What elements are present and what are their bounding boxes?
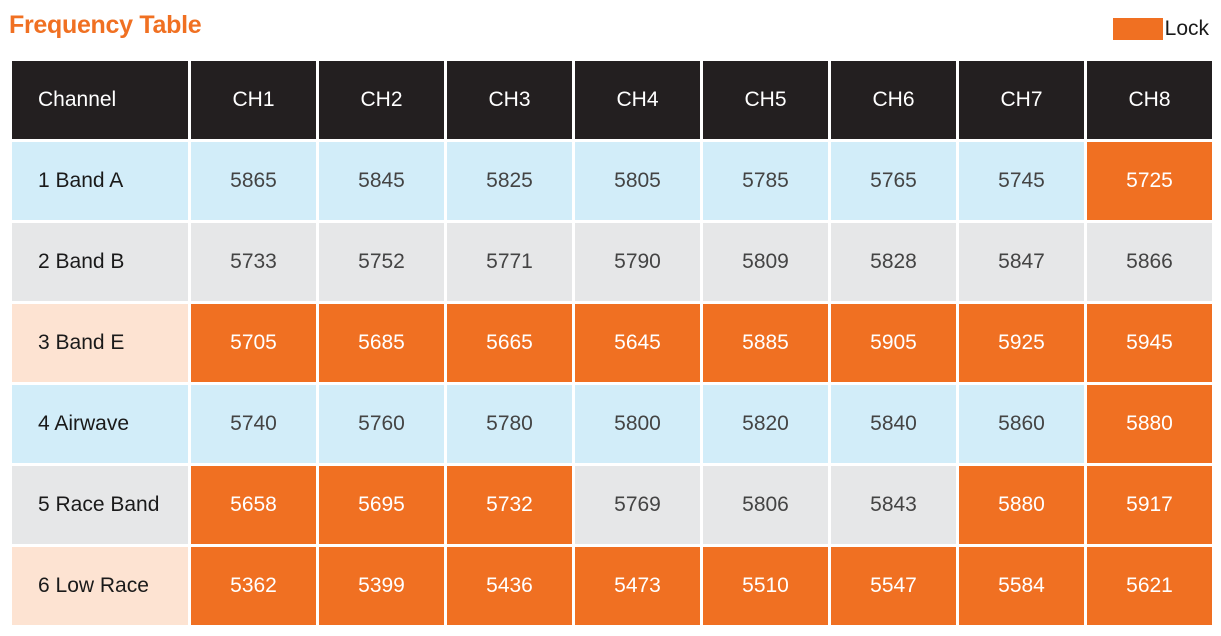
- locked-frequency-cell: 5695: [319, 466, 444, 544]
- table-body: 1 Band A 5865 5845 5825 5805 5785 5765 5745 5725…: [12, 142, 1212, 625]
- frequency-cell: 5785: [703, 142, 828, 220]
- frequency-cell: 5809: [703, 223, 828, 301]
- table-row: 1 Band A 5865 5845 5825 5805 5785 5765 5745 5725: [12, 142, 1212, 220]
- frequency-cell: 5740: [191, 385, 316, 463]
- frequency-cell: 5752: [319, 223, 444, 301]
- row-label: 5 Race Band: [12, 466, 188, 544]
- locked-frequency-cell: 5880: [1087, 385, 1212, 463]
- locked-frequency-cell: 5705: [191, 304, 316, 382]
- frequency-cell: 5820: [703, 385, 828, 463]
- locked-frequency-cell: 5584: [959, 547, 1084, 625]
- header-ch8: CH8: [1087, 61, 1212, 139]
- frequency-cell: 5828: [831, 223, 956, 301]
- frequency-cell: 5805: [575, 142, 700, 220]
- locked-frequency-cell: 5436: [447, 547, 572, 625]
- table-row: 3 Band E 5705 5685 5665 5645 5885 5905 5925 5945: [12, 304, 1212, 382]
- frequency-cell: 5745: [959, 142, 1084, 220]
- row-label: 6 Low Race: [12, 547, 188, 625]
- header-ch7: CH7: [959, 61, 1084, 139]
- locked-frequency-cell: 5732: [447, 466, 572, 544]
- lock-legend-label: Lock: [1164, 17, 1209, 40]
- frequency-cell: 5769: [575, 466, 700, 544]
- header-ch2: CH2: [319, 61, 444, 139]
- row-label: 2 Band B: [12, 223, 188, 301]
- header-ch6: CH6: [831, 61, 956, 139]
- lock-legend-swatch: [1112, 18, 1163, 40]
- frequency-table: Channel CH1 CH2 CH3 CH4 CH5 CH6 CH7 CH8 …: [9, 58, 1215, 628]
- locked-frequency-cell: 5925: [959, 304, 1084, 382]
- locked-frequency-cell: 5905: [831, 304, 956, 382]
- locked-frequency-cell: 5665: [447, 304, 572, 382]
- frequency-cell: 5847: [959, 223, 1084, 301]
- header-ch1: CH1: [191, 61, 316, 139]
- locked-frequency-cell: 5547: [831, 547, 956, 625]
- locked-frequency-cell: 5621: [1087, 547, 1212, 625]
- page-title: Frequency Table: [9, 11, 202, 39]
- frequency-cell: 5800: [575, 385, 700, 463]
- header-ch4: CH4: [575, 61, 700, 139]
- frequency-cell: 5806: [703, 466, 828, 544]
- legend: Lock: [1112, 17, 1209, 40]
- frequency-cell: 5865: [191, 142, 316, 220]
- table-header-row: Channel CH1 CH2 CH3 CH4 CH5 CH6 CH7 CH8: [12, 61, 1212, 139]
- locked-frequency-cell: 5399: [319, 547, 444, 625]
- row-label: 4 Airwave: [12, 385, 188, 463]
- header-ch5: CH5: [703, 61, 828, 139]
- table-row: 4 Airwave 5740 5760 5780 5800 5820 5840 5860 588…: [12, 385, 1212, 463]
- frequency-cell: 5843: [831, 466, 956, 544]
- frequency-cell: 5845: [319, 142, 444, 220]
- frequency-cell: 5840: [831, 385, 956, 463]
- locked-frequency-cell: 5945: [1087, 304, 1212, 382]
- table-row: 5 Race Band 5658 5695 5732 5769 5806 5843 5880 5…: [12, 466, 1212, 544]
- frequency-cell: 5760: [319, 385, 444, 463]
- frequency-cell: 5771: [447, 223, 572, 301]
- locked-frequency-cell: 5473: [575, 547, 700, 625]
- header-channel: Channel: [12, 61, 188, 139]
- frequency-cell: 5825: [447, 142, 572, 220]
- table-row: 2 Band B 5733 5752 5771 5790 5809 5828 5847 5866: [12, 223, 1212, 301]
- locked-frequency-cell: 5658: [191, 466, 316, 544]
- locked-frequency-cell: 5917: [1087, 466, 1212, 544]
- frequency-cell: 5765: [831, 142, 956, 220]
- row-label: 3 Band E: [12, 304, 188, 382]
- locked-frequency-cell: 5645: [575, 304, 700, 382]
- locked-frequency-cell: 5885: [703, 304, 828, 382]
- frequency-cell: 5790: [575, 223, 700, 301]
- frequency-cell: 5860: [959, 385, 1084, 463]
- frequency-cell: 5780: [447, 385, 572, 463]
- locked-frequency-cell: 5725: [1087, 142, 1212, 220]
- locked-frequency-cell: 5685: [319, 304, 444, 382]
- frequency-cell: 5733: [191, 223, 316, 301]
- header-ch3: CH3: [447, 61, 572, 139]
- locked-frequency-cell: 5362: [191, 547, 316, 625]
- row-label: 1 Band A: [12, 142, 188, 220]
- frequency-cell: 5866: [1087, 223, 1212, 301]
- table-row: 6 Low Race 5362 5399 5436 5473 5510 5547 5584 56…: [12, 547, 1212, 625]
- locked-frequency-cell: 5510: [703, 547, 828, 625]
- locked-frequency-cell: 5880: [959, 466, 1084, 544]
